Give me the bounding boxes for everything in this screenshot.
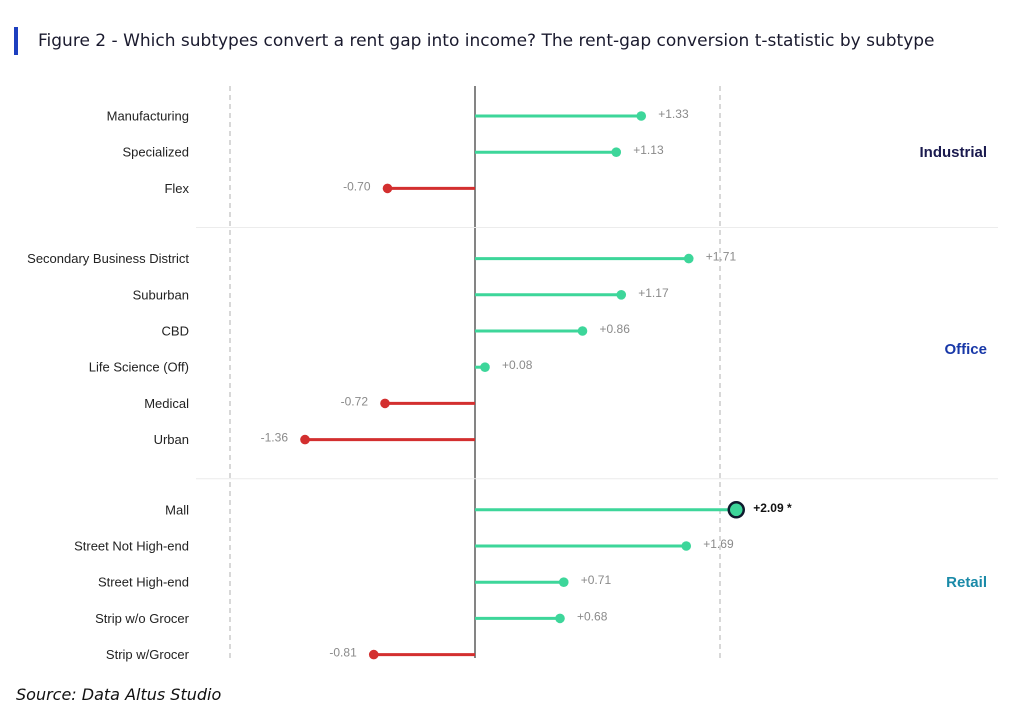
lollipop-dot	[558, 577, 569, 587]
lollipop-dot	[636, 111, 647, 121]
lollipop-dot	[300, 434, 310, 445]
category-label: CBD	[162, 324, 189, 339]
category-label: Flex	[164, 181, 189, 196]
chart-title: Figure 2 - Which subtypes convert a rent…	[38, 31, 935, 51]
category-label: Secondary Business District	[27, 251, 189, 266]
value-label: +1.13	[633, 143, 664, 157]
value-label: -0.70	[343, 179, 371, 193]
group-label: Retail	[946, 574, 987, 591]
value-label: +0.68	[577, 609, 608, 623]
lollipop-dot	[368, 649, 379, 660]
title-accent-bar	[14, 27, 18, 55]
value-label: +0.08	[502, 358, 533, 372]
group-label: Industrial	[919, 144, 987, 161]
value-label: +0.71	[581, 573, 612, 587]
category-label: Strip w/o Grocer	[95, 611, 190, 626]
category-label: Specialized	[123, 145, 190, 160]
category-label: Street Not High-end	[74, 539, 189, 554]
group-label: Office	[944, 341, 987, 358]
lollipop-dot	[681, 541, 692, 551]
lollipop-dot-significant	[727, 501, 745, 519]
value-label: -0.72	[341, 394, 369, 408]
category-label: Suburban	[133, 287, 189, 302]
lollipop-dot	[611, 147, 622, 157]
value-label: -1.36	[261, 431, 289, 445]
value-label: +1.17	[638, 286, 669, 300]
lollipop-dot	[555, 613, 565, 624]
category-label: Urban	[154, 432, 189, 447]
lollipop-chart: Manufacturing +1.33 Specialized +1.13 Flex -0…	[27, 86, 998, 662]
value-label: +1.33	[658, 107, 689, 121]
category-label: Manufacturing	[107, 109, 189, 124]
value-label: +2.09 *	[753, 501, 792, 515]
category-label: Mall	[165, 502, 189, 517]
lollipop-dot	[616, 290, 627, 300]
value-label: +1.69	[703, 537, 734, 551]
lollipop-dot	[683, 253, 694, 264]
lollipop-dot	[577, 326, 588, 336]
lollipop-dot	[480, 362, 490, 373]
lollipop-dot	[382, 183, 393, 194]
category-label: Medical	[144, 396, 189, 411]
value-label: -0.81	[329, 646, 357, 660]
category-label: Life Science (Off)	[89, 360, 189, 375]
value-label: +0.86	[600, 322, 631, 336]
value-label: +1.71	[706, 250, 737, 264]
category-label: Street High-end	[98, 575, 189, 590]
source-note: Source: Data Altus Studio	[16, 685, 222, 704]
category-label: Strip w/Grocer	[106, 647, 190, 662]
lollipop-dot	[380, 398, 390, 409]
